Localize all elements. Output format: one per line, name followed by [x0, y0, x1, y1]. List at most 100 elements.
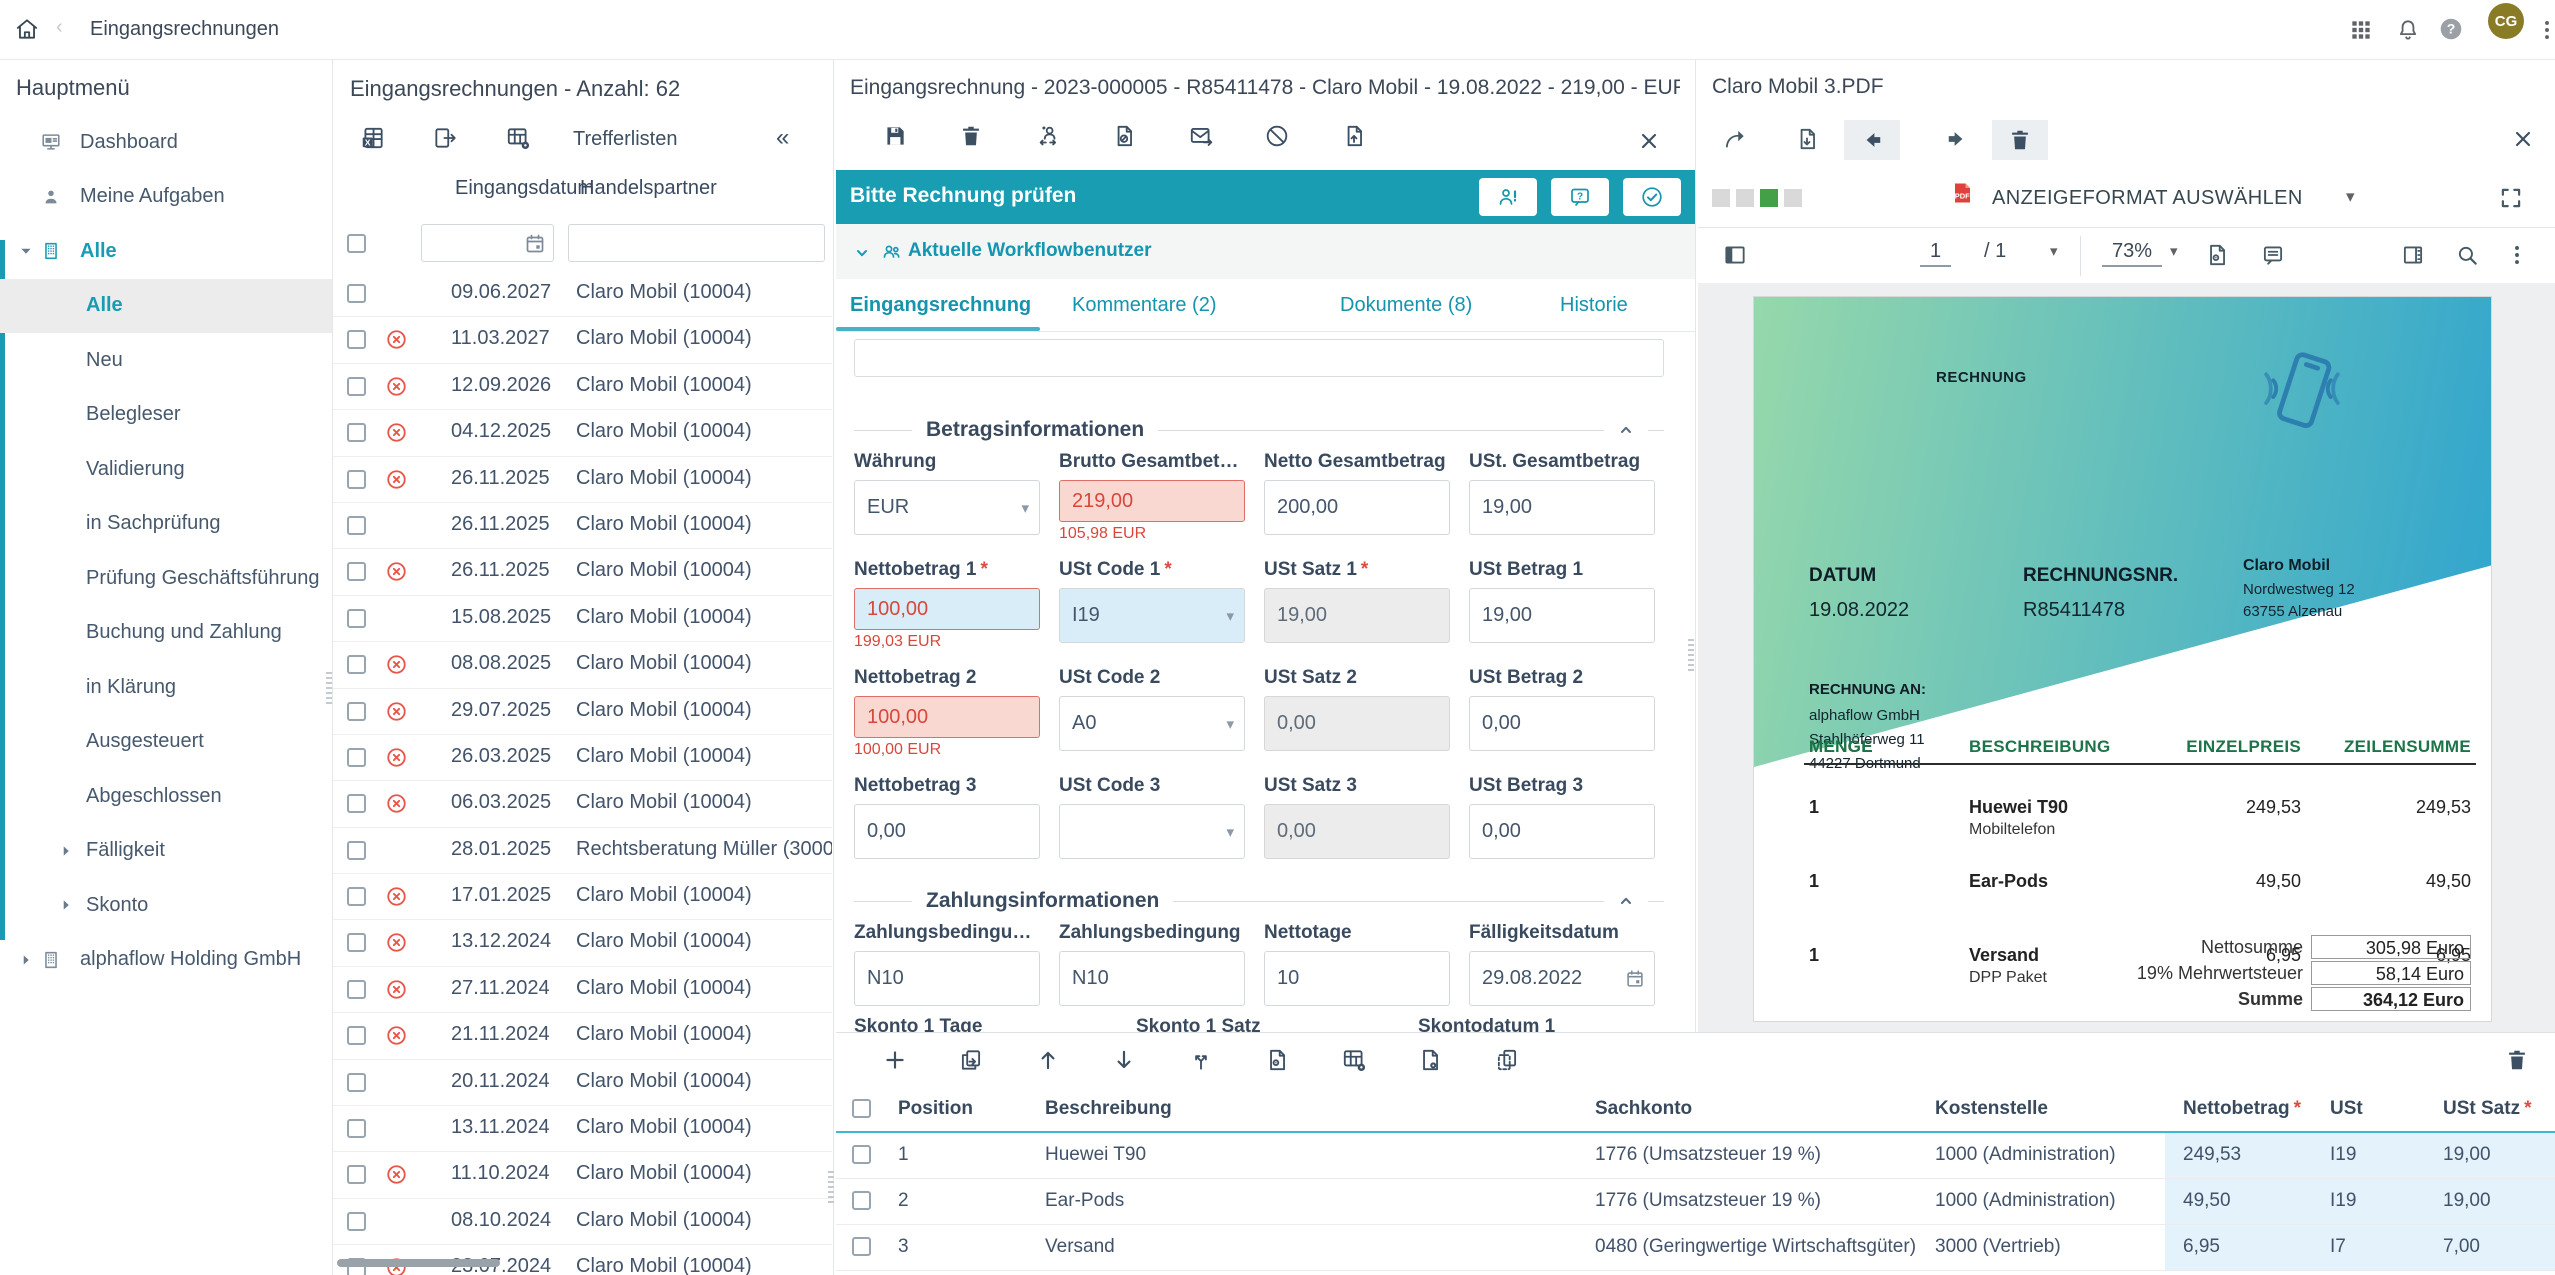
sidebar-item[interactable]: Dashboard	[0, 115, 332, 170]
add-position-icon[interactable]	[882, 1047, 908, 1073]
field-input[interactable]: 29.08.2022	[1469, 951, 1655, 1006]
field-input[interactable]: N10	[1059, 951, 1245, 1006]
invoice-list-row[interactable]: 20.11.2024 Claro Mobil (10004)	[333, 1060, 832, 1107]
table-settings-icon[interactable]	[505, 125, 531, 151]
copy-page-icon[interactable]	[1494, 1047, 1520, 1073]
col-ust[interactable]: USt	[2330, 1098, 2363, 1119]
field-input[interactable]: 219,00 ▾	[1059, 480, 1245, 522]
tab-eingangsrechnung[interactable]: Eingangsrechnung	[850, 294, 1032, 316]
help-icon[interactable]: ?	[2438, 16, 2464, 42]
row-checkbox[interactable]	[347, 330, 366, 350]
sidebar-item[interactable]: Neu	[0, 333, 332, 388]
page-settings-icon[interactable]	[1417, 1047, 1443, 1073]
row-checkbox[interactable]	[347, 840, 366, 860]
invoice-list-row[interactable]: 09.06.2027 Claro Mobil (10004)	[333, 271, 832, 318]
notifications-bell-icon[interactable]	[2395, 17, 2421, 43]
fullscreen-icon[interactable]	[2498, 185, 2524, 211]
share-icon[interactable]	[1722, 126, 1748, 152]
column-handelspartner[interactable]: Handelspartner	[580, 177, 717, 199]
row-checkbox[interactable]	[347, 794, 366, 814]
sidebar-item[interactable]: Alle	[0, 224, 332, 279]
invoice-list-row[interactable]: 17.01.2025 Claro Mobil (10004)	[333, 874, 832, 921]
invoice-list-row[interactable]: 08.08.2025 Claro Mobil (10004)	[333, 642, 832, 689]
field-input[interactable]: 0,00 ▾	[1469, 696, 1655, 751]
trefferlisten-button[interactable]: Trefferlisten	[573, 128, 678, 150]
field-input[interactable]: 100,00 ▾	[854, 696, 1040, 738]
comment-question-button[interactable]: ?	[1551, 178, 1609, 216]
invoice-list-row[interactable]: 11.10.2024 Claro Mobil (10004)	[333, 1152, 832, 1199]
breadcrumb[interactable]: Eingangsrechnungen	[90, 18, 280, 40]
prev-page-button[interactable]	[1844, 120, 1900, 160]
sidebar-item[interactable]: Fälligkeit	[0, 824, 332, 879]
invoice-list-row[interactable]: 13.11.2024 Claro Mobil (10004)	[333, 1106, 832, 1153]
sidebar-item[interactable]: Skonto	[0, 878, 332, 933]
sidebar-splitter-grip[interactable]	[326, 672, 332, 706]
invoice-list-row[interactable]: 27.11.2024 Claro Mobil (10004)	[333, 967, 832, 1014]
document-properties-icon[interactable]	[2204, 242, 2230, 268]
invoice-list-row[interactable]: 11.03.2027 Claro Mobil (10004)	[333, 317, 832, 364]
row-checkbox[interactable]	[347, 701, 366, 721]
close-detail-icon[interactable]	[1636, 128, 1662, 154]
section-betragsinformationen[interactable]: Betragsinformationen	[836, 417, 1682, 443]
field-input[interactable]: 19,00 ▾	[1264, 588, 1450, 643]
field-input[interactable]: N10	[854, 951, 1040, 1006]
row-checkbox[interactable]	[347, 933, 366, 953]
row-checkbox[interactable]	[347, 1119, 366, 1139]
field-input[interactable]: 0,00 ▾	[1469, 804, 1655, 859]
delete-icon[interactable]	[958, 123, 984, 149]
thumbnails-icon[interactable]	[2400, 242, 2426, 268]
row-checkbox[interactable]	[347, 1165, 366, 1185]
cancel-icon[interactable]	[1264, 123, 1290, 149]
field-input[interactable]: 19,00 ▾	[1469, 480, 1655, 535]
more-options-icon[interactable]	[2504, 242, 2530, 268]
invoice-list-row[interactable]: 26.11.2025 Claro Mobil (10004)	[333, 457, 832, 503]
approve-button[interactable]	[1623, 178, 1681, 216]
field-input[interactable]: 10	[1264, 951, 1450, 1006]
chevron-icon[interactable]	[12, 240, 40, 262]
partial-field[interactable]	[854, 339, 1664, 377]
sidebar-item[interactable]: Buchung und Zahlung	[0, 606, 332, 661]
row-checkbox[interactable]	[347, 284, 366, 303]
col-kostenstelle[interactable]: Kostenstelle	[1935, 1098, 2048, 1119]
row-checkbox[interactable]	[347, 469, 366, 489]
workflow-users-icon[interactable]	[1035, 123, 1061, 149]
close-pdf-icon[interactable]	[2510, 126, 2536, 152]
row-checkbox[interactable]	[347, 655, 366, 675]
invoice-list-row[interactable]: 28.01.2025 Rechtsberatung Müller (30002	[333, 828, 832, 875]
move-up-icon[interactable]	[1035, 1047, 1061, 1073]
chevron-icon[interactable]	[52, 840, 80, 862]
thumb-square-3[interactable]	[1760, 189, 1778, 207]
thumb-square-2[interactable]	[1736, 189, 1754, 207]
field-input[interactable]: 100,00 ▾	[854, 588, 1040, 630]
more-menu-icon[interactable]	[2534, 17, 2555, 43]
upload-document-icon[interactable]	[1341, 123, 1367, 149]
row-checkbox[interactable]	[347, 1072, 366, 1092]
row-checkbox[interactable]	[347, 423, 366, 443]
sidebar-item[interactable]: Validierung	[0, 442, 332, 497]
list-splitter-grip[interactable]	[828, 1171, 834, 1205]
sidebar-item[interactable]: in Klärung	[0, 660, 332, 715]
col-ust-satz[interactable]: USt Satz *	[2443, 1098, 2532, 1119]
invoice-list-row[interactable]: 06.03.2025 Claro Mobil (10004)	[333, 781, 832, 828]
row-checkbox[interactable]	[347, 1026, 366, 1046]
thumb-square-4[interactable]	[1784, 189, 1802, 207]
partner-filter-input[interactable]	[568, 224, 825, 262]
col-nettobetrag[interactable]: Nettobetrag *	[2183, 1098, 2302, 1119]
avatar[interactable]: CG	[2488, 3, 2524, 39]
field-input[interactable]: EUR ▾	[854, 480, 1040, 535]
pdf-content-area[interactable]: RECHNUNG DATUM 19.08.2022 RECHNUNGSNR. R…	[1698, 283, 2555, 1032]
row-checkbox[interactable]	[347, 979, 366, 999]
excel-export-icon[interactable]: X	[360, 125, 386, 151]
invoice-list-row[interactable]: 26.11.2025 Claro Mobil (10004)	[333, 549, 832, 596]
duplicate-position-icon[interactable]	[958, 1047, 984, 1073]
col-beschreibung[interactable]: Beschreibung	[1045, 1098, 1172, 1119]
position-checkbox[interactable]	[852, 1145, 871, 1164]
invoice-list-row[interactable]: 26.11.2025 Claro Mobil (10004)	[333, 503, 832, 550]
sidebar-item[interactable]: Abgeschlossen	[0, 769, 332, 824]
row-checkbox[interactable]	[347, 562, 366, 582]
sidebar-toggle-icon[interactable]	[1722, 242, 1748, 268]
comments-icon[interactable]	[2260, 242, 2286, 268]
select-all-checkbox[interactable]	[347, 234, 366, 253]
field-input[interactable]: ▾	[1059, 804, 1245, 859]
export-icon[interactable]	[432, 125, 458, 151]
